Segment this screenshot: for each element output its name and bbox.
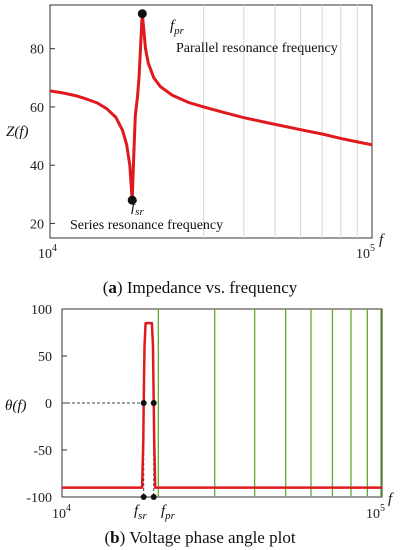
chart-a-y-ticks: 20 40 60 80 xyxy=(30,43,55,232)
chart-b-y-ticks: -100 -50 0 50 100 xyxy=(26,303,67,506)
chart-b-grid xyxy=(157,309,382,497)
chart-b-ytick-label: 50 xyxy=(38,350,52,365)
chart-a-series-annotation: Series resonance frequency xyxy=(70,218,223,233)
chart-a-ytick-label: 60 xyxy=(30,101,44,116)
chart-b-marker-f-pr xyxy=(150,400,157,406)
chart-a-grid xyxy=(203,5,358,238)
chart-a-markers xyxy=(127,9,147,205)
chart-a-ytick-label: 80 xyxy=(30,43,44,58)
chart-a: 20 40 60 80 Z(f) f 104 105 fpr Parallel res… xyxy=(6,4,385,297)
chart-b-xtick-10-5: 105 xyxy=(366,503,385,522)
chart-a-xtick-10-4: 104 xyxy=(38,243,57,262)
chart-a-ylabel: Z(f) xyxy=(6,124,29,140)
chart-a-marker-f-sr xyxy=(127,195,137,205)
chart-a-ytick-label: 40 xyxy=(30,159,44,174)
chart-a-fpr-label: fpr xyxy=(170,18,185,37)
chart-a-ytick-label: 20 xyxy=(30,217,44,232)
chart-b-marker-f-pr-axis xyxy=(150,494,157,500)
chart-b-xtick-10-4: 104 xyxy=(52,503,71,522)
chart-a-caption: (a) Impedance vs. frequency xyxy=(103,278,298,297)
chart-a-xlabel: f xyxy=(379,232,385,248)
chart-b-series-line xyxy=(62,321,382,489)
chart-a-parallel-annotation: Parallel resonance frequency xyxy=(176,41,338,56)
chart-b-ytick-label: 0 xyxy=(45,397,52,412)
chart-b-caption: (b) Voltage phase angle plot xyxy=(104,528,295,547)
chart-b-xlabel: f xyxy=(388,491,394,507)
chart-b-marker-f-sr-axis xyxy=(140,494,147,500)
chart-a-xtick-10-5: 105 xyxy=(356,243,375,262)
chart-b-ylabel: θ(f) xyxy=(5,398,27,414)
chart-a-marker-f-pr xyxy=(137,9,147,19)
chart-a-plot-area xyxy=(49,4,373,239)
chart-b-fsr-label: fsr xyxy=(134,503,147,522)
chart-a-fsr-label: fsr xyxy=(131,199,144,218)
chart-a-series-line xyxy=(49,12,373,202)
chart-b-ytick-label: -100 xyxy=(26,491,52,506)
chart-b-ytick-label: 100 xyxy=(31,303,52,318)
chart-b-markers xyxy=(140,400,157,500)
chart-b: -100 -50 0 50 100 θ(f) f 104 105 fsr fpr (b)… xyxy=(5,303,394,547)
chart-b-ytick-label: -50 xyxy=(33,444,52,459)
chart-b-fpr-label: fpr xyxy=(161,503,176,522)
chart-b-marker-f-sr xyxy=(140,400,147,406)
